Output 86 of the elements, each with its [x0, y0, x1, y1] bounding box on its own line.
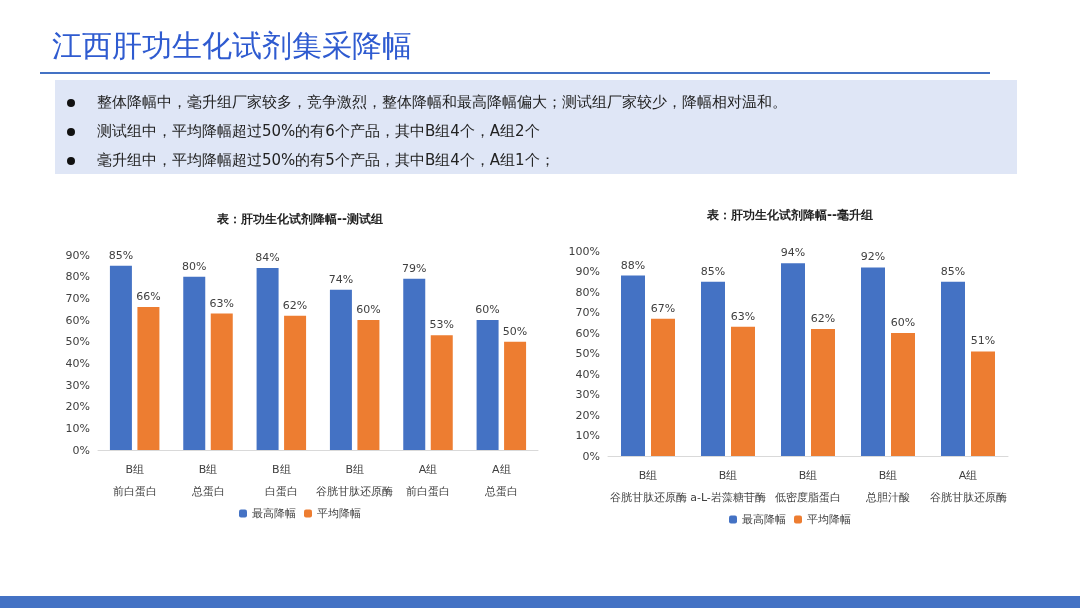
- data-label: 85%: [108, 248, 134, 262]
- y-tick-label: 40%: [65, 356, 90, 370]
- bar: [256, 268, 279, 450]
- legend-label: 平均降幅: [317, 507, 361, 520]
- y-tick-label: 70%: [65, 291, 90, 305]
- y-tick-label: 60%: [575, 326, 600, 340]
- x-tick-label: B组总胆汁酸: [865, 468, 910, 504]
- bar: [329, 289, 352, 450]
- data-label: 53%: [429, 318, 454, 332]
- y-tick-label: 30%: [575, 388, 600, 401]
- bar: [971, 351, 995, 456]
- data-label: 51%: [970, 334, 996, 348]
- data-label: 84%: [255, 251, 280, 264]
- legend-label: 平均降幅: [807, 513, 851, 526]
- chart-title: 表：肝功生化试剂降幅--测试组: [216, 212, 383, 226]
- text: 测试组中，平均降幅超过50%的有6个产品，其中B组4个，A组2个: [97, 121, 540, 142]
- bar: [504, 341, 527, 450]
- bar: [284, 315, 307, 450]
- bar: [210, 313, 233, 450]
- bar: [861, 267, 885, 456]
- data-label: 62%: [810, 311, 836, 325]
- y-tick-label: 0%: [72, 443, 90, 457]
- bar: [891, 333, 915, 456]
- y-tick-label: 10%: [65, 421, 90, 435]
- data-label: 94%: [780, 246, 806, 260]
- data-label: 92%: [860, 250, 886, 264]
- data-label: 85%: [940, 264, 966, 278]
- text: 整体降幅中，毫升组厂家较多，竞争激烈，整体降幅和最高降幅偏大；测试组厂家较少，降幅相对温和。: [97, 92, 787, 113]
- x-tick-label: B组前白蛋白: [112, 462, 157, 498]
- y-tick-label: 80%: [65, 270, 90, 284]
- data-label: 74%: [328, 272, 354, 286]
- bar: [651, 318, 675, 456]
- y-tick-label: 60%: [65, 313, 90, 327]
- data-label: 60%: [475, 303, 500, 316]
- data-label: 85%: [700, 264, 726, 278]
- text: 毫升组中，平均降幅超过50%的有5个产品，其中B组4个，A组1个；: [97, 150, 555, 171]
- y-tick-label: 50%: [65, 335, 90, 349]
- y-tick-label: 70%: [575, 306, 600, 319]
- bar: [811, 328, 835, 456]
- bar: [403, 278, 426, 450]
- data-label: 66%: [136, 290, 161, 303]
- x-tick-label: B组白蛋白: [264, 462, 298, 498]
- data-label: 67%: [650, 301, 676, 315]
- bar: [137, 307, 160, 450]
- bar: [357, 320, 380, 450]
- legend-label: 最高降幅: [252, 507, 296, 520]
- data-label: 60%: [356, 303, 381, 316]
- y-tick-label: 50%: [575, 347, 600, 360]
- data-label: 50%: [502, 324, 528, 338]
- y-tick-label: 20%: [575, 408, 600, 422]
- y-tick-label: 90%: [575, 265, 600, 278]
- y-tick-label: 90%: [65, 248, 90, 262]
- x-tick-label: B组谷胱甘肽还原酶: [609, 468, 687, 504]
- text: 江西肝功生化试剂集采降幅: [52, 27, 412, 65]
- bar: [109, 265, 132, 450]
- y-tick-label: 100%: [568, 244, 600, 258]
- x-tick-label: B组谷胱甘肽还原酶: [316, 462, 394, 498]
- data-label: 63%: [209, 296, 234, 310]
- y-tick-label: 30%: [65, 378, 90, 392]
- bar: [476, 320, 499, 450]
- bar: [781, 263, 805, 456]
- data-label: 63%: [730, 309, 756, 323]
- y-tick-label: 80%: [575, 285, 600, 299]
- y-tick-label: 0%: [582, 449, 600, 463]
- data-label: 88%: [620, 258, 646, 272]
- legend-label: 最高降幅: [742, 513, 786, 526]
- data-label: 62%: [282, 298, 308, 312]
- data-label: 80%: [182, 259, 207, 273]
- bar: [621, 275, 645, 456]
- x-tick-label: A组前白蛋白: [406, 462, 450, 498]
- x-tick-label: A组谷胱甘肽还原酶: [929, 468, 1007, 504]
- bar: [731, 326, 755, 456]
- x-tick-label: A组总蛋白: [483, 462, 518, 498]
- bar: [701, 281, 725, 456]
- y-tick-label: 20%: [65, 400, 90, 414]
- bar: [183, 276, 206, 450]
- data-label: 60%: [890, 316, 916, 329]
- x-tick-label: B组a-L-岩藻糖苷酶: [690, 468, 766, 504]
- x-tick-label: B组低密度脂蛋白: [775, 468, 841, 504]
- chart-title: 表：肝功生化试剂降幅--毫升组: [706, 208, 873, 222]
- y-tick-label: 10%: [575, 429, 600, 442]
- y-tick-label: 40%: [575, 367, 600, 381]
- data-label: 79%: [402, 261, 427, 275]
- x-tick-label: B组总蛋白: [190, 462, 225, 498]
- bar: [941, 281, 965, 456]
- bar: [430, 335, 453, 450]
